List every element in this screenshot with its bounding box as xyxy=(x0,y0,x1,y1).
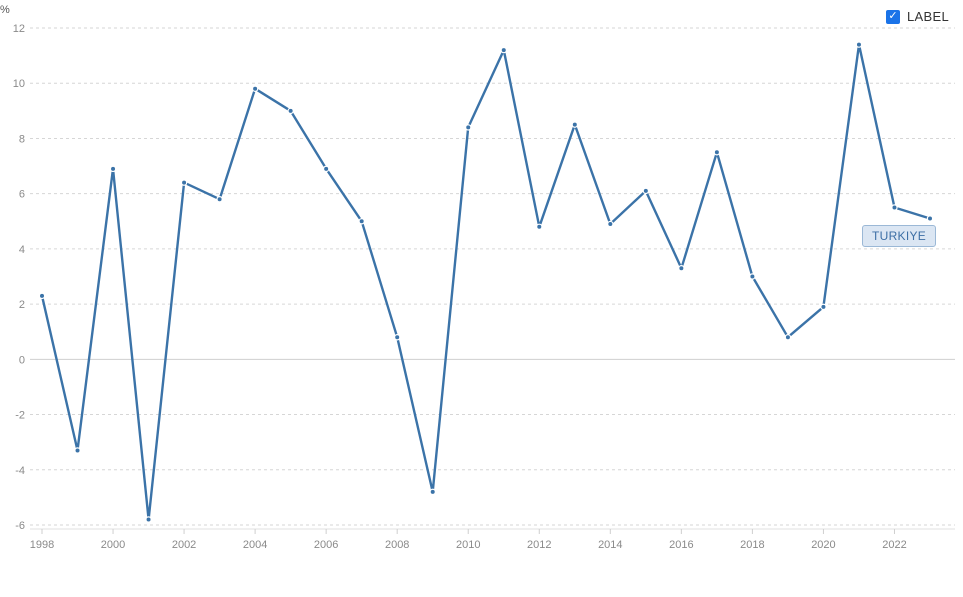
x-tick-label: 2016 xyxy=(669,539,693,551)
data-point[interactable] xyxy=(713,149,721,156)
grid-lines xyxy=(30,27,955,526)
x-tick-label: 2002 xyxy=(172,539,196,551)
x-axis-tick-labels: 1998 2000 2002 2004 2006 2008 2010 2012 2014 2016… xyxy=(30,528,955,551)
data-point[interactable] xyxy=(358,218,365,225)
y-tick-label: -2 xyxy=(15,410,25,422)
y-tick-label: 8 xyxy=(19,133,25,145)
data-point[interactable] xyxy=(38,292,46,300)
data-point[interactable] xyxy=(571,121,579,128)
legend: ✓ LABEL xyxy=(886,9,949,24)
x-tick-label: 2000 xyxy=(101,539,125,551)
y-axis-tick-labels: -6 -4 -2 0 2 4 6 8 10 12 xyxy=(13,23,25,532)
series-line xyxy=(40,43,932,521)
data-point[interactable] xyxy=(429,488,436,496)
data-point[interactable] xyxy=(926,215,934,222)
y-tick-label: 12 xyxy=(13,23,25,35)
data-point[interactable] xyxy=(216,195,223,203)
x-tick-label: 2020 xyxy=(811,539,835,551)
data-point[interactable] xyxy=(820,303,827,311)
data-point[interactable] xyxy=(642,187,650,195)
data-point[interactable] xyxy=(145,516,152,523)
x-tick-label: 2010 xyxy=(456,539,480,551)
data-point[interactable] xyxy=(109,165,117,173)
legend-label: LABEL xyxy=(907,9,949,24)
x-tick-label: 2018 xyxy=(740,539,764,551)
x-tick-label: 2012 xyxy=(527,539,551,551)
y-tick-label: 4 xyxy=(19,244,25,256)
y-tick-label: 6 xyxy=(19,189,25,201)
data-point[interactable] xyxy=(678,265,685,272)
x-tick-label: 2008 xyxy=(385,539,409,551)
x-tick-label: 2004 xyxy=(243,539,267,551)
data-point[interactable] xyxy=(180,179,188,186)
data-point[interactable] xyxy=(465,124,472,131)
series-layer xyxy=(38,41,934,523)
data-point[interactable] xyxy=(287,107,294,115)
y-tick-label: 10 xyxy=(13,78,25,90)
x-tick-label: 2006 xyxy=(314,539,338,551)
data-point[interactable] xyxy=(74,447,81,454)
data-point[interactable] xyxy=(749,273,756,280)
data-point[interactable] xyxy=(322,165,330,173)
y-tick-label: -6 xyxy=(15,520,25,532)
data-point[interactable] xyxy=(500,46,507,54)
data-point[interactable] xyxy=(784,334,792,341)
y-tick-label: 2 xyxy=(19,299,25,311)
y-axis-unit-label: % xyxy=(0,4,10,16)
x-tick-label: 1998 xyxy=(30,539,54,551)
data-point[interactable] xyxy=(607,220,614,228)
y-tick-label: -4 xyxy=(15,465,25,477)
data-point[interactable] xyxy=(251,85,259,92)
legend-checkbox[interactable]: ✓ xyxy=(886,9,901,24)
data-point[interactable] xyxy=(394,334,401,341)
x-tick-label: 2022 xyxy=(882,539,906,551)
data-point[interactable] xyxy=(891,204,898,211)
checkmark-icon: ✓ xyxy=(888,10,898,22)
data-point[interactable] xyxy=(855,41,863,48)
data-point[interactable] xyxy=(536,223,543,230)
y-tick-label: 0 xyxy=(19,354,25,366)
series-name-tag: TURKIYE xyxy=(862,225,937,247)
x-tick-label: 2014 xyxy=(598,539,622,551)
